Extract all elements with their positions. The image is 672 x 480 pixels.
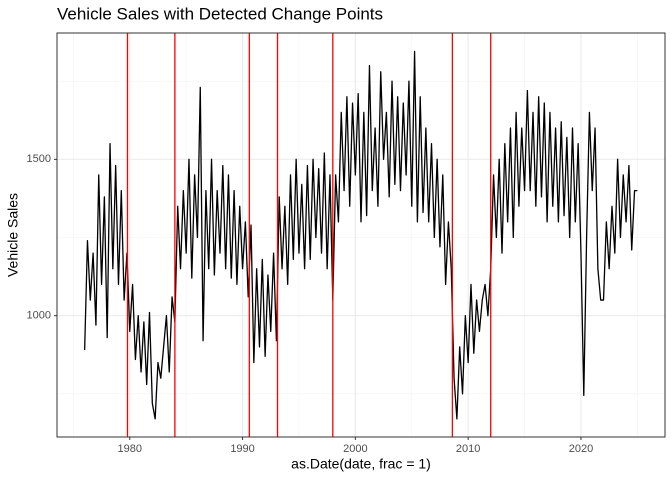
x-tick-label: 2020 — [569, 443, 593, 455]
x-tick-label: 1990 — [230, 443, 254, 455]
x-tick-label: 2010 — [456, 443, 480, 455]
chart-title: Vehicle Sales with Detected Change Point… — [57, 4, 383, 23]
sales-line — [83, 50, 638, 420]
y-axis-label: Vehicle Sales — [5, 193, 21, 277]
x-tick-label: 2000 — [343, 443, 367, 455]
panel-border — [56, 32, 666, 438]
x-axis-label: as.Date(date, frac = 1) — [291, 456, 431, 472]
x-tick-label: 1980 — [118, 443, 142, 455]
y-tick-label: 1000 — [27, 310, 51, 322]
y-tick-label: 1500 — [27, 153, 51, 165]
